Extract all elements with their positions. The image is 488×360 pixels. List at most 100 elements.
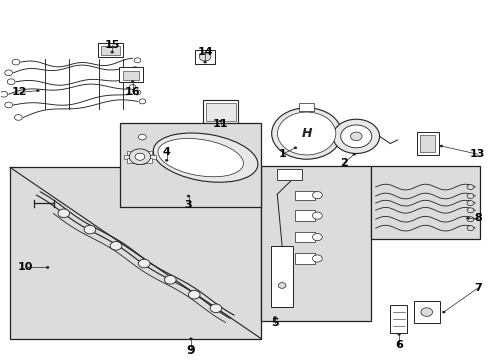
Text: H: H [301, 127, 311, 140]
Bar [205, 103, 235, 121]
Bar [271, 246, 292, 307]
Circle shape [278, 283, 285, 288]
Circle shape [15, 114, 22, 120]
Bar [413, 301, 440, 323]
Circle shape [271, 108, 341, 159]
Bar [144, 158, 152, 163]
Bar [194, 50, 215, 64]
Text: 2: 2 [340, 158, 347, 168]
Bar [261, 166, 370, 321]
Circle shape [293, 147, 296, 149]
Circle shape [111, 51, 113, 53]
Text: 10: 10 [18, 262, 33, 273]
Ellipse shape [153, 133, 257, 182]
Text: 13: 13 [469, 149, 485, 159]
Circle shape [129, 85, 136, 90]
Circle shape [277, 112, 335, 155]
Bar [203, 100, 238, 123]
Circle shape [138, 259, 150, 268]
Circle shape [135, 153, 144, 160]
Circle shape [350, 132, 361, 141]
Bar [416, 132, 438, 155]
Text: 6: 6 [394, 340, 402, 350]
Bar [127, 158, 135, 163]
Circle shape [110, 242, 122, 250]
Circle shape [134, 58, 141, 63]
Circle shape [397, 333, 400, 335]
Circle shape [131, 67, 138, 72]
Circle shape [312, 234, 322, 240]
Bar [120, 123, 261, 207]
Bar [122, 71, 139, 80]
Circle shape [7, 79, 15, 85]
Text: 8: 8 [473, 213, 481, 223]
Circle shape [466, 217, 468, 219]
Circle shape [46, 266, 49, 269]
Ellipse shape [158, 139, 243, 177]
Bar [123, 154, 131, 159]
Circle shape [5, 102, 13, 108]
Text: 1: 1 [278, 149, 285, 159]
Circle shape [138, 134, 146, 140]
Circle shape [58, 209, 69, 217]
Bar [389, 305, 407, 333]
Circle shape [165, 159, 168, 161]
Text: 12: 12 [12, 87, 27, 98]
Circle shape [466, 185, 473, 190]
Bar [295, 210, 314, 221]
Circle shape [210, 304, 222, 312]
Text: 15: 15 [104, 40, 120, 50]
Circle shape [340, 125, 371, 148]
Text: 5: 5 [271, 318, 278, 328]
Circle shape [5, 70, 13, 76]
Circle shape [134, 74, 141, 79]
Circle shape [466, 194, 473, 198]
Circle shape [312, 192, 322, 199]
Bar [136, 160, 143, 164]
Circle shape [466, 217, 473, 222]
Text: 7: 7 [473, 283, 481, 293]
Circle shape [219, 120, 222, 122]
Text: 4: 4 [163, 147, 170, 157]
Circle shape [312, 212, 322, 219]
Circle shape [439, 145, 442, 147]
Circle shape [36, 90, 39, 92]
Bar [295, 253, 314, 264]
Bar [136, 149, 143, 153]
Bar [10, 167, 261, 339]
Bar [144, 151, 152, 155]
Bar [119, 67, 143, 82]
Bar [420, 135, 435, 152]
Circle shape [466, 201, 473, 206]
Bar [127, 151, 135, 155]
Circle shape [312, 255, 322, 262]
Bar [295, 232, 314, 242]
Circle shape [188, 291, 200, 299]
Circle shape [420, 308, 432, 316]
Circle shape [466, 208, 473, 213]
Text: 14: 14 [197, 47, 212, 57]
Circle shape [139, 99, 145, 104]
Circle shape [466, 226, 473, 231]
Circle shape [187, 195, 190, 197]
Text: 3: 3 [184, 200, 192, 210]
Text: 11: 11 [212, 119, 228, 129]
Circle shape [203, 61, 206, 63]
Circle shape [0, 91, 8, 97]
Circle shape [273, 316, 276, 319]
Bar [148, 154, 156, 159]
Circle shape [189, 338, 192, 340]
Bar [299, 103, 313, 111]
Circle shape [131, 81, 134, 83]
Circle shape [441, 311, 444, 313]
Text: 16: 16 [124, 87, 140, 98]
Bar [277, 169, 301, 180]
Text: 9: 9 [186, 344, 195, 357]
Bar [98, 43, 122, 57]
Bar [295, 191, 314, 199]
Circle shape [84, 225, 96, 234]
Circle shape [164, 275, 176, 284]
Circle shape [134, 90, 141, 95]
Circle shape [352, 153, 355, 155]
Circle shape [332, 119, 379, 153]
